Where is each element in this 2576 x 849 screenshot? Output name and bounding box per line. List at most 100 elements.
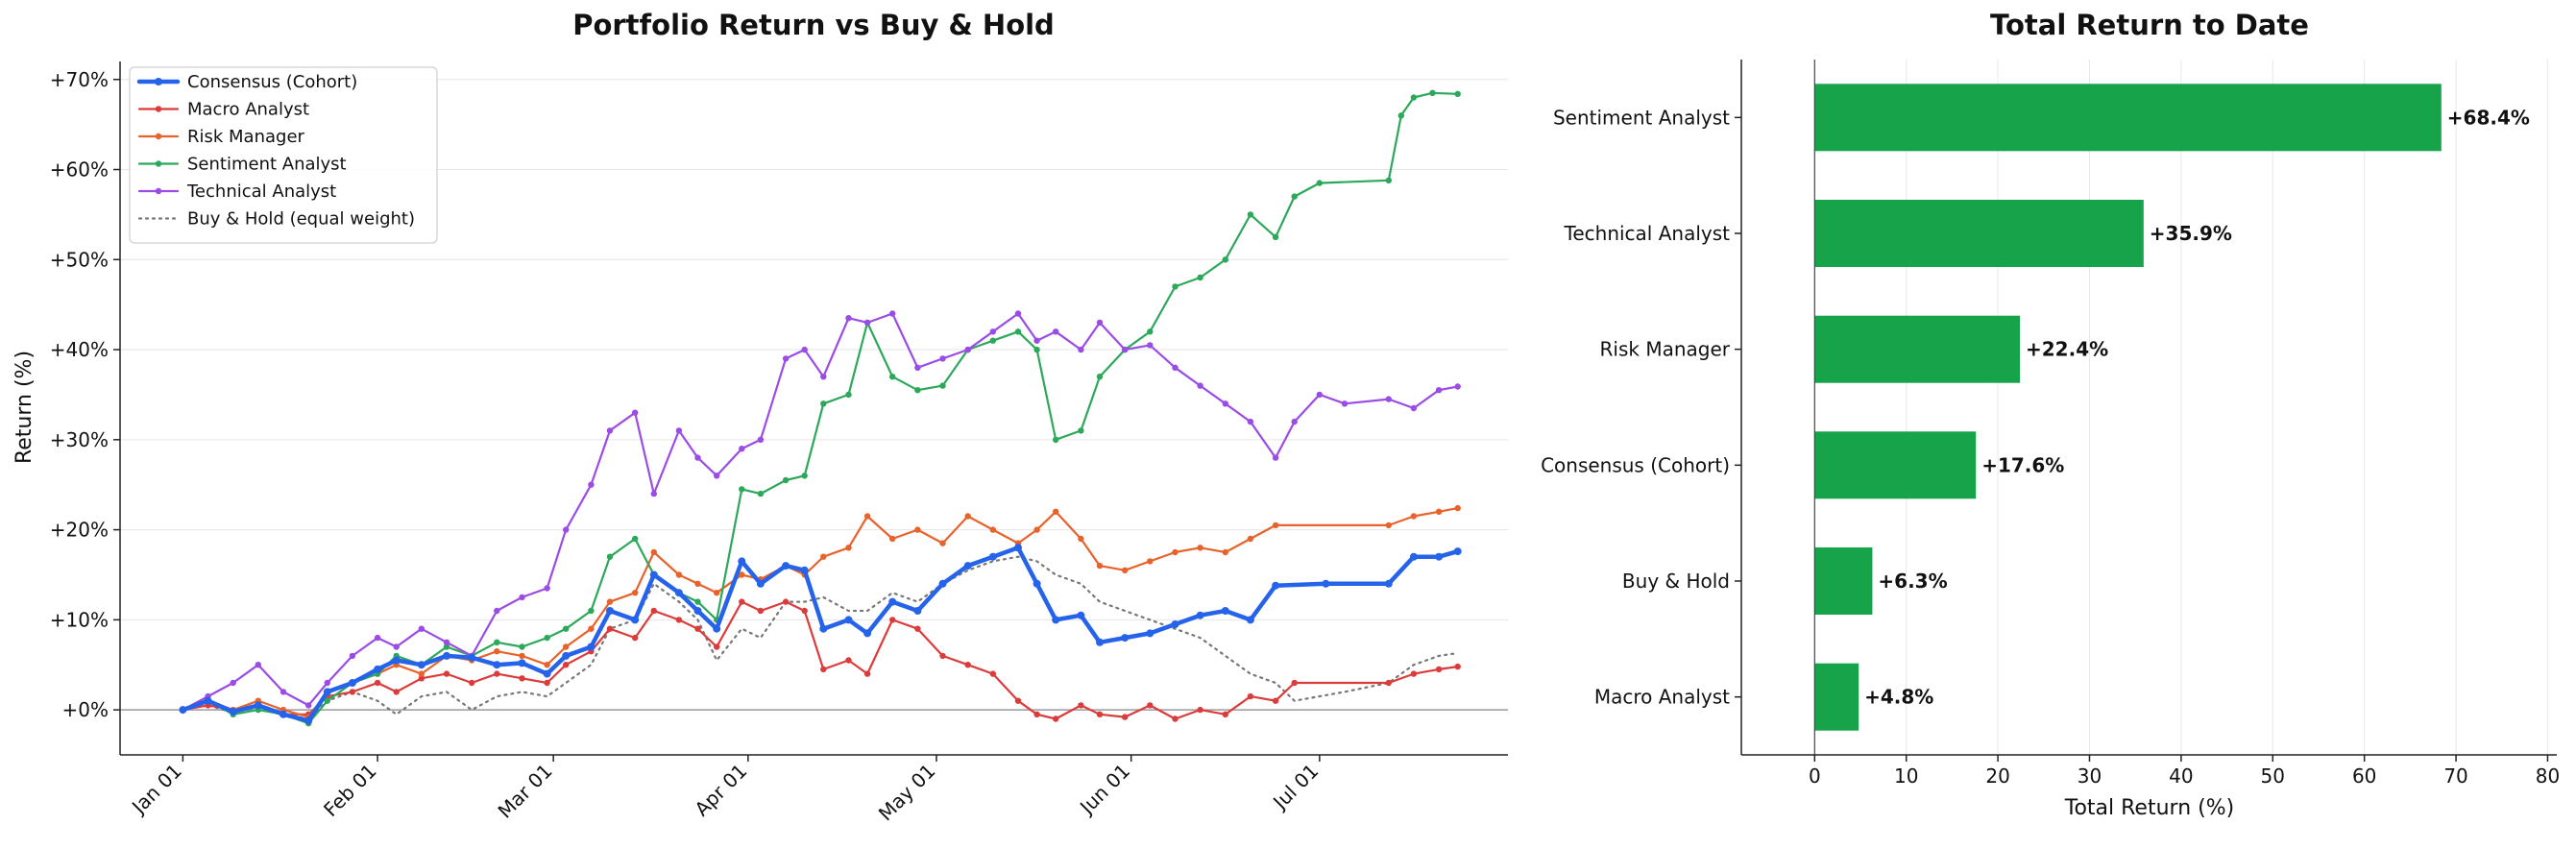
data-point <box>845 657 852 664</box>
data-point <box>1410 94 1418 101</box>
data-point <box>1222 256 1229 263</box>
data-point <box>418 625 425 632</box>
data-point <box>1316 180 1324 186</box>
data-point <box>1147 328 1154 335</box>
data-point <box>694 454 701 461</box>
data-point <box>1272 697 1279 704</box>
bar-rect <box>1814 84 2442 152</box>
data-point <box>964 662 971 668</box>
data-point <box>1247 535 1254 543</box>
data-point <box>588 607 595 615</box>
bar-chart-grid <box>1906 60 2548 755</box>
data-point <box>229 708 237 716</box>
legend-label: Buy & Hold (equal weight) <box>187 209 415 230</box>
data-point <box>1222 548 1229 556</box>
data-point <box>1033 711 1040 717</box>
data-point <box>1196 611 1204 619</box>
data-point <box>279 689 287 695</box>
data-point <box>348 679 356 687</box>
data-point <box>1078 427 1084 434</box>
data-point <box>845 315 852 322</box>
data-point <box>417 661 425 669</box>
data-point <box>938 579 947 588</box>
bar-technical-analyst: +35.9% <box>1814 200 2232 267</box>
data-point <box>563 625 570 632</box>
legend-label: Risk Manager <box>187 127 305 147</box>
data-point <box>693 607 702 615</box>
y-tick-label: +20% <box>50 519 109 542</box>
data-point <box>649 570 658 579</box>
y-tick-label: +50% <box>50 248 109 271</box>
x-tick-label: 10 <box>1894 764 1918 788</box>
bar-sentiment-analyst: +68.4% <box>1814 84 2530 152</box>
data-point <box>964 346 971 353</box>
data-point <box>863 670 871 677</box>
data-point <box>1385 679 1393 687</box>
data-point <box>714 643 720 650</box>
data-point <box>632 590 639 596</box>
data-point <box>914 387 921 394</box>
data-point <box>544 679 550 687</box>
data-point <box>914 364 921 371</box>
data-point <box>563 526 570 533</box>
data-point <box>674 589 683 597</box>
data-point <box>587 643 595 651</box>
y-tick-label: +0% <box>62 698 109 721</box>
data-point <box>1291 418 1298 425</box>
data-point <box>632 634 639 642</box>
data-point <box>1222 711 1229 717</box>
x-tick-label: Jan 01 <box>126 760 186 820</box>
data-point <box>782 355 790 362</box>
data-point <box>1172 364 1179 371</box>
x-tick-label: May 01 <box>874 760 940 826</box>
data-point <box>1147 702 1154 709</box>
data-point <box>632 535 639 543</box>
data-point <box>800 566 809 574</box>
data-point <box>304 716 313 725</box>
data-point <box>392 656 401 665</box>
data-point <box>1052 616 1060 624</box>
data-point <box>863 513 871 520</box>
data-point <box>606 598 614 605</box>
data-point <box>1053 436 1059 443</box>
bar-value-label: +17.6% <box>1981 453 2064 476</box>
data-point <box>230 679 236 687</box>
series-technical-analyst <box>180 310 1461 714</box>
data-point <box>1409 552 1418 561</box>
bar-risk-manager: +22.4% <box>1814 315 2108 383</box>
data-point <box>1014 544 1022 552</box>
data-point <box>1096 562 1104 570</box>
data-point <box>632 409 639 416</box>
data-point <box>1454 383 1461 390</box>
data-point <box>1247 692 1254 700</box>
data-point <box>1096 374 1104 380</box>
data-point <box>757 490 765 497</box>
data-point <box>1053 508 1059 515</box>
legend-label: Technical Analyst <box>186 182 336 202</box>
data-point <box>714 590 720 596</box>
data-point <box>739 486 745 493</box>
y-tick-label: +10% <box>50 608 109 631</box>
data-point <box>1033 526 1040 533</box>
series-line-consensus-cohort <box>181 546 1460 723</box>
data-point <box>801 607 808 615</box>
data-point <box>889 374 896 380</box>
data-point <box>518 659 526 667</box>
data-point <box>989 337 997 344</box>
data-point <box>1397 112 1405 119</box>
y-tick-label: Buy & Hold <box>1622 570 1730 593</box>
data-point <box>588 625 595 632</box>
data-point <box>544 634 550 642</box>
data-point <box>1172 716 1179 722</box>
data-point <box>756 579 765 588</box>
data-point <box>1410 513 1418 520</box>
legend-item-sentiment-analyst: Sentiment Analyst <box>137 155 347 175</box>
data-point <box>1384 579 1393 588</box>
data-point <box>1272 522 1279 529</box>
series-buy-hold-equal-weight <box>182 555 1459 720</box>
data-point <box>1410 404 1418 412</box>
data-point <box>1454 663 1461 670</box>
data-point <box>179 706 187 715</box>
line-chart-legend: Consensus (Cohort) Macro Analyst Risk Mana… <box>129 66 438 244</box>
